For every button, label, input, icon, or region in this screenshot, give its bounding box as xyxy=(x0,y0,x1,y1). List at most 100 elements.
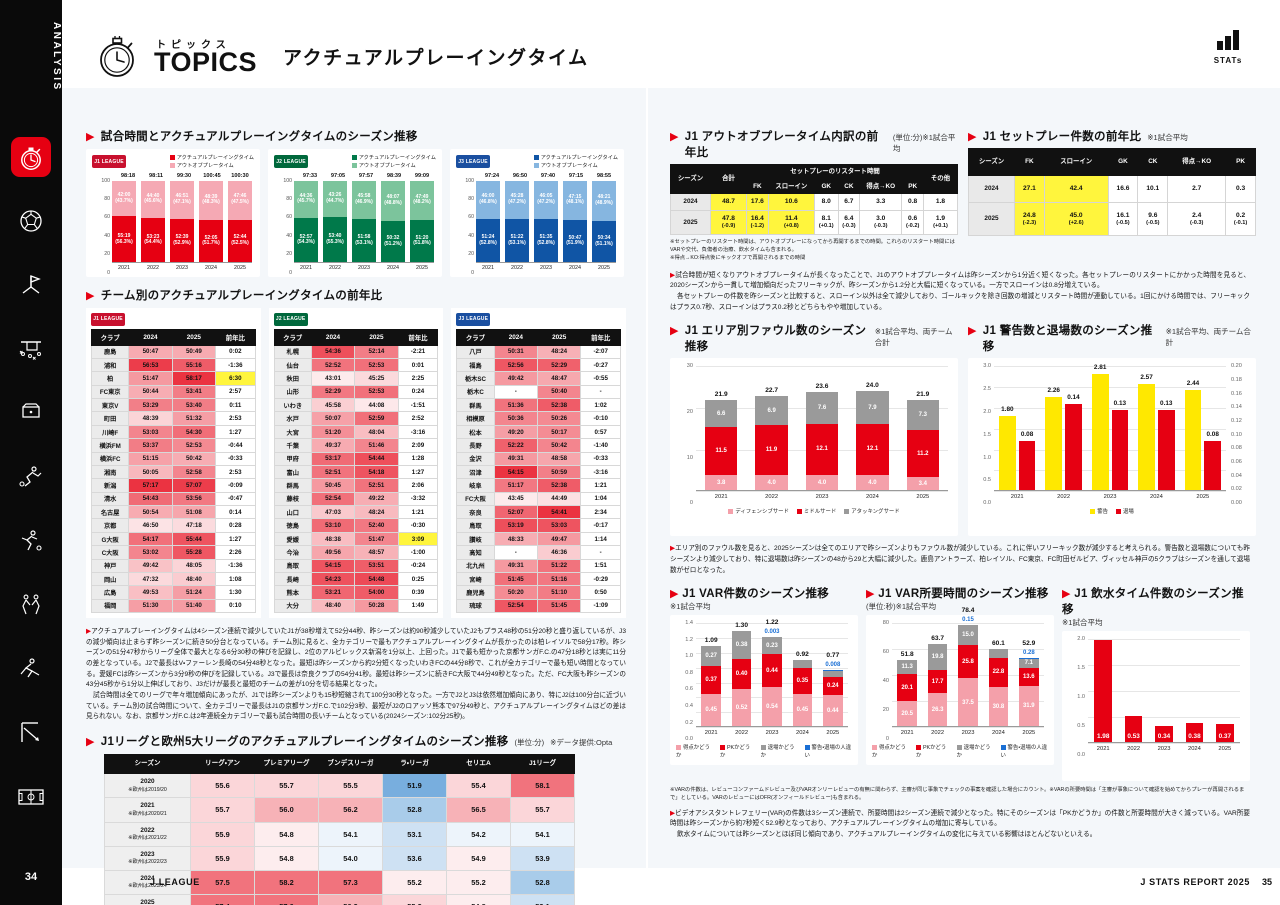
value-diff: 1:28 xyxy=(397,451,439,466)
club-name: 福岡 xyxy=(90,598,130,614)
club-name: 高知 xyxy=(456,545,495,560)
soccer-ball-icon xyxy=(18,208,44,234)
sidebar-item-tackle[interactable] xyxy=(0,637,62,701)
section4-heading-text: J1 アウトオブプレータイム内訳の前年比 xyxy=(684,131,879,159)
stack-segment: 4.0 xyxy=(856,474,889,492)
axis-line xyxy=(696,726,848,728)
value-diff: -0:10 xyxy=(580,411,622,426)
value-diff: 2:25 xyxy=(397,371,439,386)
value-2024: 50:07 xyxy=(310,411,356,426)
x-axis: 2021 2022 2023 2024 2025 xyxy=(476,263,616,273)
sidebar-item-corner-kick[interactable] xyxy=(0,701,62,765)
x-tick: 2024 xyxy=(569,264,581,271)
y-tick: 30 xyxy=(686,363,693,370)
stack-segment xyxy=(792,659,813,668)
value-2024: 53:03 xyxy=(128,424,173,440)
value-2025: 50:28 xyxy=(354,598,399,614)
value-2025: 52:14 xyxy=(354,344,399,359)
y-tick-right: 0.02 xyxy=(1231,486,1242,493)
column-total: 51.8 xyxy=(900,650,914,658)
triangle-marker-icon: ▶ xyxy=(670,545,676,553)
table-row: 長野 52:22 50:42 -1:40 xyxy=(456,438,622,453)
stack-segment xyxy=(823,670,843,677)
club-name: 愛媛 xyxy=(273,531,312,547)
sidebar-item-stopwatch[interactable] xyxy=(0,125,62,189)
legend-item: 得点かどうか xyxy=(676,745,710,760)
sidebar-item-corner-flag[interactable] xyxy=(0,253,62,317)
value-diff: 2:53 xyxy=(215,411,256,426)
column-total: 0.92 xyxy=(796,650,809,658)
value-2025: 52:38 xyxy=(536,478,582,493)
x-tick: 2025 xyxy=(598,264,610,271)
club-name: 清水 xyxy=(90,491,130,507)
sidebar-item-running[interactable] xyxy=(0,509,62,573)
water-break-chart: 2.0 1.5 1.0 0.5 0.0 1.98 0.53 0.34 0.38 0.37… xyxy=(1062,631,1250,782)
var-footnote: ※VARの件数は、レビューコンファームドレビュー及びVARオンリーレビューの有無… xyxy=(670,787,1245,802)
sidebar-item-shooting[interactable] xyxy=(0,445,62,509)
table-row: 鳥取 53:19 53:03 -0:17 xyxy=(456,518,622,533)
table-row: 熊本 53:21 54:00 0:39 xyxy=(273,585,439,600)
stack-segment: 25.8 xyxy=(958,644,978,679)
stack-segment xyxy=(823,670,843,671)
table-row: 今治 49:56 48:57 -1:00 xyxy=(273,545,439,560)
table-row: 大宮 51:20 48:04 -3:16 xyxy=(273,424,439,440)
bars: 1.80 0.08 2.26 0.14 2.81 0.13 2.57 xyxy=(994,364,1226,492)
value-diff: -3:16 xyxy=(397,424,439,440)
club-name: 仙台 xyxy=(273,357,312,373)
y-tick: 0.4 xyxy=(685,703,693,710)
total-label: 97:57 xyxy=(358,172,374,179)
value-2024: 46:50 xyxy=(128,518,173,533)
sidebar-item-ball[interactable] xyxy=(0,189,62,253)
x-tick: 2021 xyxy=(714,494,728,501)
chart-column: 1.30 0.52 0.40 0.38 xyxy=(726,622,756,728)
column-header: シーズン xyxy=(104,754,191,775)
actual-play-segment: 53:23 (54.4%) xyxy=(141,217,165,263)
value-2024: 53:29 xyxy=(128,398,173,413)
value-2025: 52:53 xyxy=(171,438,217,453)
total-label: 99:09 xyxy=(414,172,430,179)
stack: 20.5 20.1 11.3 xyxy=(897,659,917,728)
value-2024: 49:56 xyxy=(310,545,356,560)
sidebar-item-pitch[interactable] xyxy=(0,765,62,829)
league-value: 54.1 xyxy=(318,821,383,847)
left-body-text: ▶アクチュアルプレーイングタイムは4シーズン連続で減少していたJ1が38秒増えて… xyxy=(86,627,626,723)
value-2025: 46:36 xyxy=(536,545,582,560)
section3-source-note: ※データ提供:Opta xyxy=(550,738,613,748)
right-top-tables: ▶ J1 アウトオブプレータイム内訳の前年比 (単位:分)※1試合平均 シーズン… xyxy=(670,128,1256,263)
column-header: J1リーグ xyxy=(510,754,575,775)
varcount-title: J1 VAR件数のシーズン推移 xyxy=(682,588,830,601)
stack-segment: 3.4 xyxy=(906,477,939,492)
jstats-bars-icon xyxy=(1206,30,1250,50)
value-2024: 54:36 xyxy=(310,344,356,359)
x-tick: 2022 xyxy=(765,494,779,501)
value-2024: 50:31 xyxy=(493,344,538,359)
sidebar-item-goal[interactable] xyxy=(0,381,62,445)
y-tick-right: 0.16 xyxy=(1231,390,1242,397)
table-row: 高知 - 46:36 - xyxy=(456,545,622,560)
value-diff: -0:55 xyxy=(580,371,622,386)
grid-line xyxy=(994,366,1226,368)
value-diff: 1:30 xyxy=(215,585,256,600)
league-badge-wrap: J1 LEAGUE xyxy=(91,312,256,326)
bars: 42:00 (43.7%) 55:19 (56.3%) 44:40 (45.6%) 5… xyxy=(112,180,252,263)
table-row: 徳島 53:10 52:40 -0:30 xyxy=(273,518,439,533)
stacked-bar: 43:26 (44.7%) 53:40 (55.3%) xyxy=(323,180,347,263)
blue-value-label: 0.003 xyxy=(764,629,780,636)
stopwatch-header-icon xyxy=(98,33,140,79)
sidebar-item-tactics[interactable] xyxy=(0,317,62,381)
section4-heading: ▶ J1 アウトオブプレータイム内訳の前年比 (単位:分)※1試合平均 xyxy=(670,128,958,160)
table-row: 甲府 53:17 54:44 1:28 xyxy=(273,451,439,466)
stack-segment: 0.27 xyxy=(701,646,721,667)
table-row: 琉球 52:54 51:45 -1:09 xyxy=(456,598,622,614)
table-row: 京都 46:50 47:18 0:28 xyxy=(90,518,256,533)
club-name: 相模原 xyxy=(456,411,495,426)
sidebar-item-duel[interactable] xyxy=(0,573,62,637)
value-diff: -0:33 xyxy=(215,451,256,466)
stack-segment: 0.54 xyxy=(762,687,782,728)
club-name: 栃木C xyxy=(456,384,495,400)
stack-segment: 15.0 xyxy=(958,625,978,645)
value-2024: 52:22 xyxy=(493,438,538,453)
triangle-marker-icon: ▶ xyxy=(670,588,679,601)
warning-bar: 2.44 xyxy=(1184,380,1202,492)
club-name: 岡山 xyxy=(90,571,130,587)
